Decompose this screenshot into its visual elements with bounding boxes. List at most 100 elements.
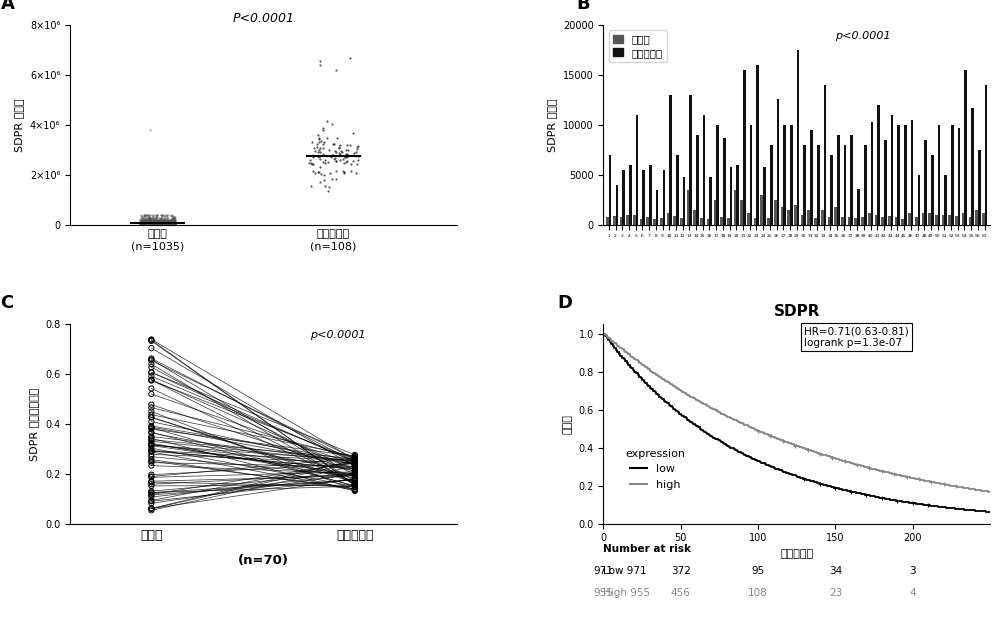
Point [164,218,180,228]
Point [144,209,160,220]
Point [155,219,171,229]
Point [139,219,155,229]
Point [347,469,363,480]
Point [158,220,174,230]
Point [140,215,156,225]
Point [145,216,161,226]
Bar [971,108,974,225]
Point [143,416,159,427]
Point [165,216,181,227]
Point [134,219,150,229]
Point [143,217,159,227]
Point [146,219,162,229]
Point [135,218,151,228]
Point [138,216,154,226]
Point [150,220,166,230]
Point [167,219,183,229]
Point [157,218,173,228]
Point [162,216,178,227]
Point [164,213,180,223]
Point [146,215,162,225]
Point [164,219,180,229]
Point [160,215,176,225]
Point [150,217,166,227]
Point [347,451,363,461]
Point [135,219,151,229]
Point [153,216,169,226]
Point [137,217,153,227]
Point [165,215,181,225]
Bar [951,125,954,225]
Text: p<0.0001: p<0.0001 [310,330,365,340]
Point [151,220,167,230]
Point [143,213,159,223]
Bar [844,145,846,225]
Point [164,216,180,226]
Point [301,158,317,168]
Point [154,218,170,228]
Point [164,211,180,221]
Point [307,168,323,178]
Point [143,220,159,230]
Point [157,216,173,227]
Point [142,218,158,228]
Point [143,334,159,345]
Point [155,218,171,228]
Point [350,155,366,165]
Point [313,136,329,146]
Point [164,218,180,228]
Point [148,217,164,227]
Point [133,216,149,227]
Point [162,216,178,226]
Point [148,217,164,227]
Bar [895,216,897,225]
Point [145,213,161,223]
Point [161,216,177,226]
Text: 34: 34 [829,566,842,576]
Point [347,485,363,495]
Bar [821,209,824,225]
Point [159,219,175,229]
Bar [803,145,806,225]
Point [165,214,181,224]
Point [133,220,149,230]
Point [143,220,159,230]
Point [156,218,172,228]
Point [325,139,341,149]
Point [141,220,157,230]
Point [140,219,156,229]
Point [166,214,182,224]
Point [305,151,321,162]
Point [163,215,179,225]
Point [134,215,150,225]
Text: D: D [557,295,572,312]
Point [338,149,354,159]
Point [347,462,363,472]
Point [136,218,152,228]
Point [152,220,168,230]
Point [145,219,161,229]
Legend: low, high: low, high [621,444,689,494]
Point [166,211,182,221]
Point [157,216,173,227]
Point [143,490,159,500]
Point [145,220,161,230]
Point [167,219,183,229]
Point [309,139,325,150]
Text: 4: 4 [909,588,916,598]
Point [140,218,156,228]
Point [149,219,165,229]
Point [133,219,149,229]
Point [347,470,363,480]
Point [149,220,165,230]
Point [158,215,174,225]
Point [163,220,179,230]
Point [137,216,153,226]
Point [139,216,155,226]
Point [141,220,157,230]
Point [347,464,363,474]
Point [165,215,181,225]
Point [347,469,363,480]
Point [145,218,161,228]
Point [138,218,154,228]
